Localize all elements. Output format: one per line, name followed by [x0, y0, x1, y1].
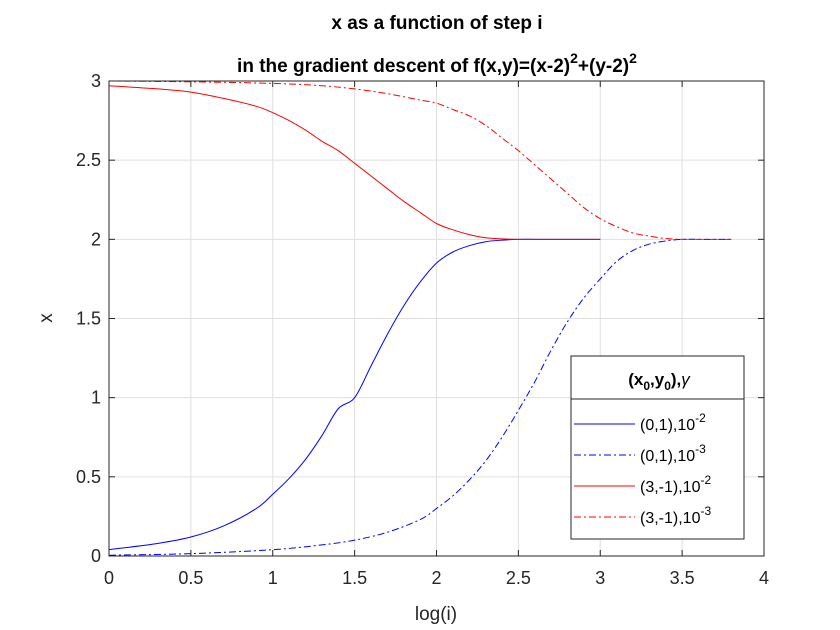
x-tick-label: 2 — [431, 568, 441, 588]
x-tick-label: 3 — [595, 568, 605, 588]
y-tick-label: 2.5 — [76, 150, 101, 170]
y-tick-label: 0.5 — [76, 467, 101, 487]
x-tick-label: 0.5 — [178, 568, 203, 588]
tick-labels: 0 0.5 1 1.5 2 2.5 3 3.5 4 0 0.5 1 1.5 2 2.5 3 — [76, 71, 769, 588]
y-tick-label: 1 — [91, 388, 101, 408]
legend-label-3: (3,-1),10-2 — [640, 473, 711, 496]
legend-label-1: (0,1),10-2 — [640, 411, 706, 434]
x-axis-label: log(i) — [415, 604, 457, 625]
series-line-4 — [108, 80, 732, 240]
x-tick-label: 2.5 — [506, 568, 531, 588]
x-tick-label: 3.5 — [670, 568, 695, 588]
series-layer — [108, 80, 732, 556]
y-tick-label: 1.5 — [76, 309, 101, 329]
x-tick-label: 0 — [104, 568, 114, 588]
y-tick-label: 3 — [91, 71, 101, 91]
legend-label-4: (3,-1),10-3 — [640, 504, 711, 527]
series-line-3 — [108, 85, 601, 240]
legend-box — [570, 355, 745, 540]
legend-entries: (0,1),10-2 (0,1),10-3 (3,-1),10-2 (3,-1),10… — [574, 411, 711, 527]
y-axis-label: x — [36, 313, 57, 323]
x-tick-label: 4 — [759, 568, 769, 588]
x-tick-label: 1.5 — [342, 568, 367, 588]
series-line-2 — [108, 238, 732, 556]
y-tick-label: 2 — [91, 229, 101, 249]
chart-title-line-2: in the gradient descent of f(x,y)=(x-2)2… — [237, 50, 637, 77]
x-tick-label: 1 — [268, 568, 278, 588]
legend: (x0,y0),γ (0,1),10-2 (0,1),10-3 (3,-1),10-… — [570, 355, 745, 540]
ticks — [108, 80, 765, 557]
legend-label-2: (0,1),10-3 — [640, 442, 706, 465]
chart-title-line-1: x as a function of step i — [331, 13, 542, 34]
legend-title: (x0,y0),γ — [628, 370, 691, 393]
y-tick-label: 0 — [91, 546, 101, 566]
